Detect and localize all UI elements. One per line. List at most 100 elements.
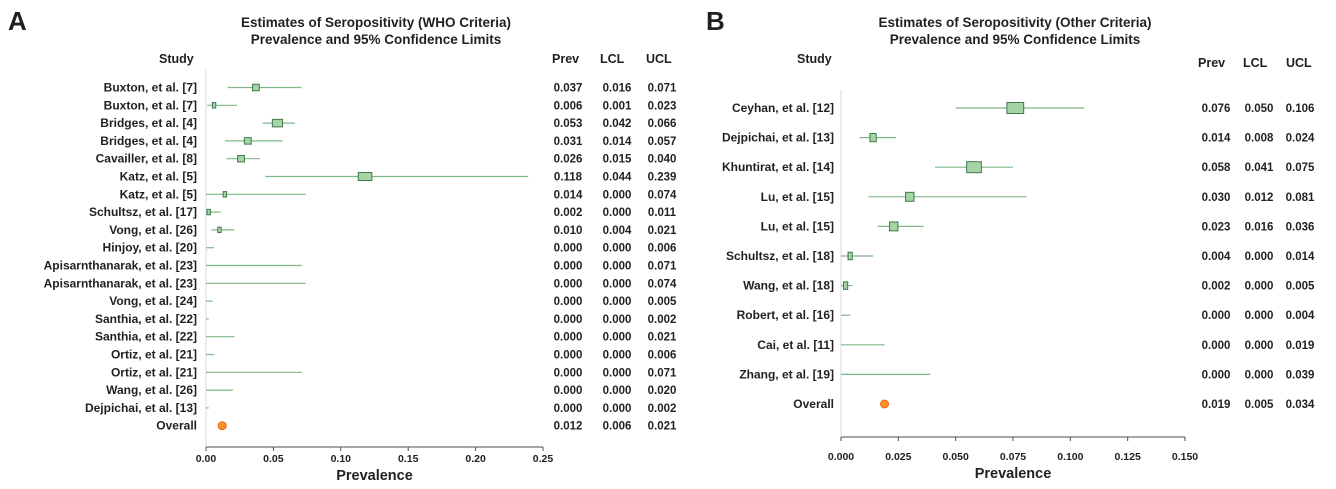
point-estimate-box-a [357,172,373,181]
lcl-value-b: 0.000 [1245,251,1274,263]
x-tick-label-b: 0.025 [885,451,911,463]
overall-prev-value-a: 0.012 [554,421,583,433]
ucl-value-a: 0.002 [648,314,677,326]
lcl-value-b: 0.000 [1245,369,1274,381]
study-label-a: Vong, et al. [26] [109,223,197,237]
study-label-b: Dejpichai, et al. [13] [722,131,834,145]
prev-value-b: 0.076 [1202,103,1231,115]
plot-area-a [206,69,543,447]
prev-value-a: 0.037 [554,83,583,95]
point-estimate-box-a [271,118,284,128]
lcl-value-a: 0.000 [603,243,632,255]
x-axis-label-a: Prevalence [336,468,413,484]
panel-letter-b: B [706,6,725,36]
ucl-value-a: 0.023 [648,100,677,112]
point-estimate-box-a [243,137,252,145]
chart-title-a-line1: Estimates of Seropositivity (WHO Criteri… [240,15,512,30]
prev-value-a: 0.000 [554,278,583,290]
prev-value-a: 0.000 [554,261,583,273]
prev-value-a: 0.000 [554,367,583,379]
prev-value-b: 0.014 [1202,133,1231,145]
prev-value-b: 0.000 [1202,310,1231,322]
overall-label-b: Overall [793,397,834,411]
ucl-value-b: 0.024 [1286,133,1315,145]
prev-value-a: 0.002 [554,207,583,219]
ucl-value-a: 0.006 [648,350,677,362]
point-estimate-box-a [222,191,228,198]
prev-value-b: 0.000 [1202,340,1231,352]
prev-value-a: 0.053 [554,118,583,130]
point-estimate-box-b [1006,102,1025,114]
study-label-a: Vong, et al. [24] [109,294,197,308]
overall-ucl-value-a: 0.021 [648,421,677,433]
ucl-value-a: 0.020 [648,385,677,397]
ucl-value-a: 0.006 [648,243,677,255]
chart-title-a-line2: Prevalence and 95% Confidence Limits [250,32,502,47]
prev-value-a: 0.026 [554,154,583,166]
point-estimate-box-a [251,83,260,92]
lcl-value-a: 0.000 [603,367,632,379]
study-label-a: Wang, et al. [26] [106,383,197,397]
lcl-value-b: 0.012 [1245,192,1274,204]
point-estimate-box-a [217,226,222,234]
ucl-value-b: 0.075 [1286,162,1315,174]
ucl-value-b: 0.014 [1286,251,1315,263]
lcl-value-a: 0.001 [603,100,632,112]
prev-value-a: 0.000 [554,243,583,255]
study-header-a: Study [159,52,194,66]
study-label-b: Ceyhan, et al. [12] [732,101,834,115]
overall-label-a: Overall [156,419,197,433]
lcl-value-b: 0.016 [1245,221,1274,233]
ucl-value-a: 0.239 [648,172,677,184]
study-label-a: Santhia, et al. [22] [95,312,197,326]
overall-prev-value-b: 0.019 [1202,399,1231,411]
chart-title-a: Estimates of Seropositivity (WHO Criteri… [205,14,547,48]
prev-value-b: 0.002 [1202,281,1231,293]
study-label-a: Dejpichai, et al. [13] [85,401,197,415]
study-label-b: Schultsz, et al. [18] [726,249,834,263]
lcl-value-a: 0.015 [603,154,632,166]
prev-value-a: 0.000 [554,296,583,308]
lcl-value-b: 0.000 [1245,340,1274,352]
study-label-a: Ortiz, et al. [21] [111,348,197,362]
x-tick-label-a: 0.05 [263,453,284,465]
ucl-value-a: 0.021 [648,225,677,237]
point-estimate-box-a [206,208,211,216]
prev-value-b: 0.058 [1202,162,1231,174]
lcl-value-a: 0.000 [603,207,632,219]
lcl-value-b: 0.008 [1245,133,1274,145]
prev-value-a: 0.118 [554,172,583,184]
col-header-ucl-b: UCL [1286,56,1312,70]
study-label-b: Lu, et al. [15] [761,190,834,204]
lcl-value-a: 0.000 [603,261,632,273]
point-estimate-box-b [847,251,853,261]
ucl-value-b: 0.036 [1286,221,1315,233]
study-label-a: Buxton, et al. [7] [104,98,197,112]
ucl-value-a: 0.071 [648,83,677,95]
overall-marker-b [880,399,890,409]
x-tick-label-a: 0.15 [398,453,419,465]
x-tick-label-a: 0.10 [331,453,352,465]
chart-title-b: Estimates of Seropositivity (Other Crite… [840,14,1190,48]
point-estimate-box-a [211,102,217,109]
study-label-a: Santhia, et al. [22] [95,330,197,344]
lcl-value-a: 0.014 [603,136,632,148]
lcl-value-b: 0.050 [1245,103,1274,115]
point-estimate-box-b [842,281,849,290]
x-tick-label-b: 0.100 [1057,451,1083,463]
ucl-value-b: 0.039 [1286,369,1315,381]
prev-value-a: 0.006 [554,100,583,112]
study-label-a: Cavailler, et al. [8] [96,152,197,166]
prev-value-a: 0.010 [554,225,583,237]
lcl-value-b: 0.000 [1245,310,1274,322]
study-label-b: Cai, et al. [11] [757,338,834,352]
prev-value-a: 0.000 [554,385,583,397]
ucl-value-a: 0.071 [648,261,677,273]
x-tick-label-a: 0.25 [533,453,554,465]
x-axis-label-b: Prevalence [975,466,1052,482]
ucl-value-a: 0.005 [648,296,677,308]
ucl-value-a: 0.057 [648,136,677,148]
lcl-value-a: 0.000 [603,385,632,397]
prev-value-b: 0.004 [1202,251,1231,263]
